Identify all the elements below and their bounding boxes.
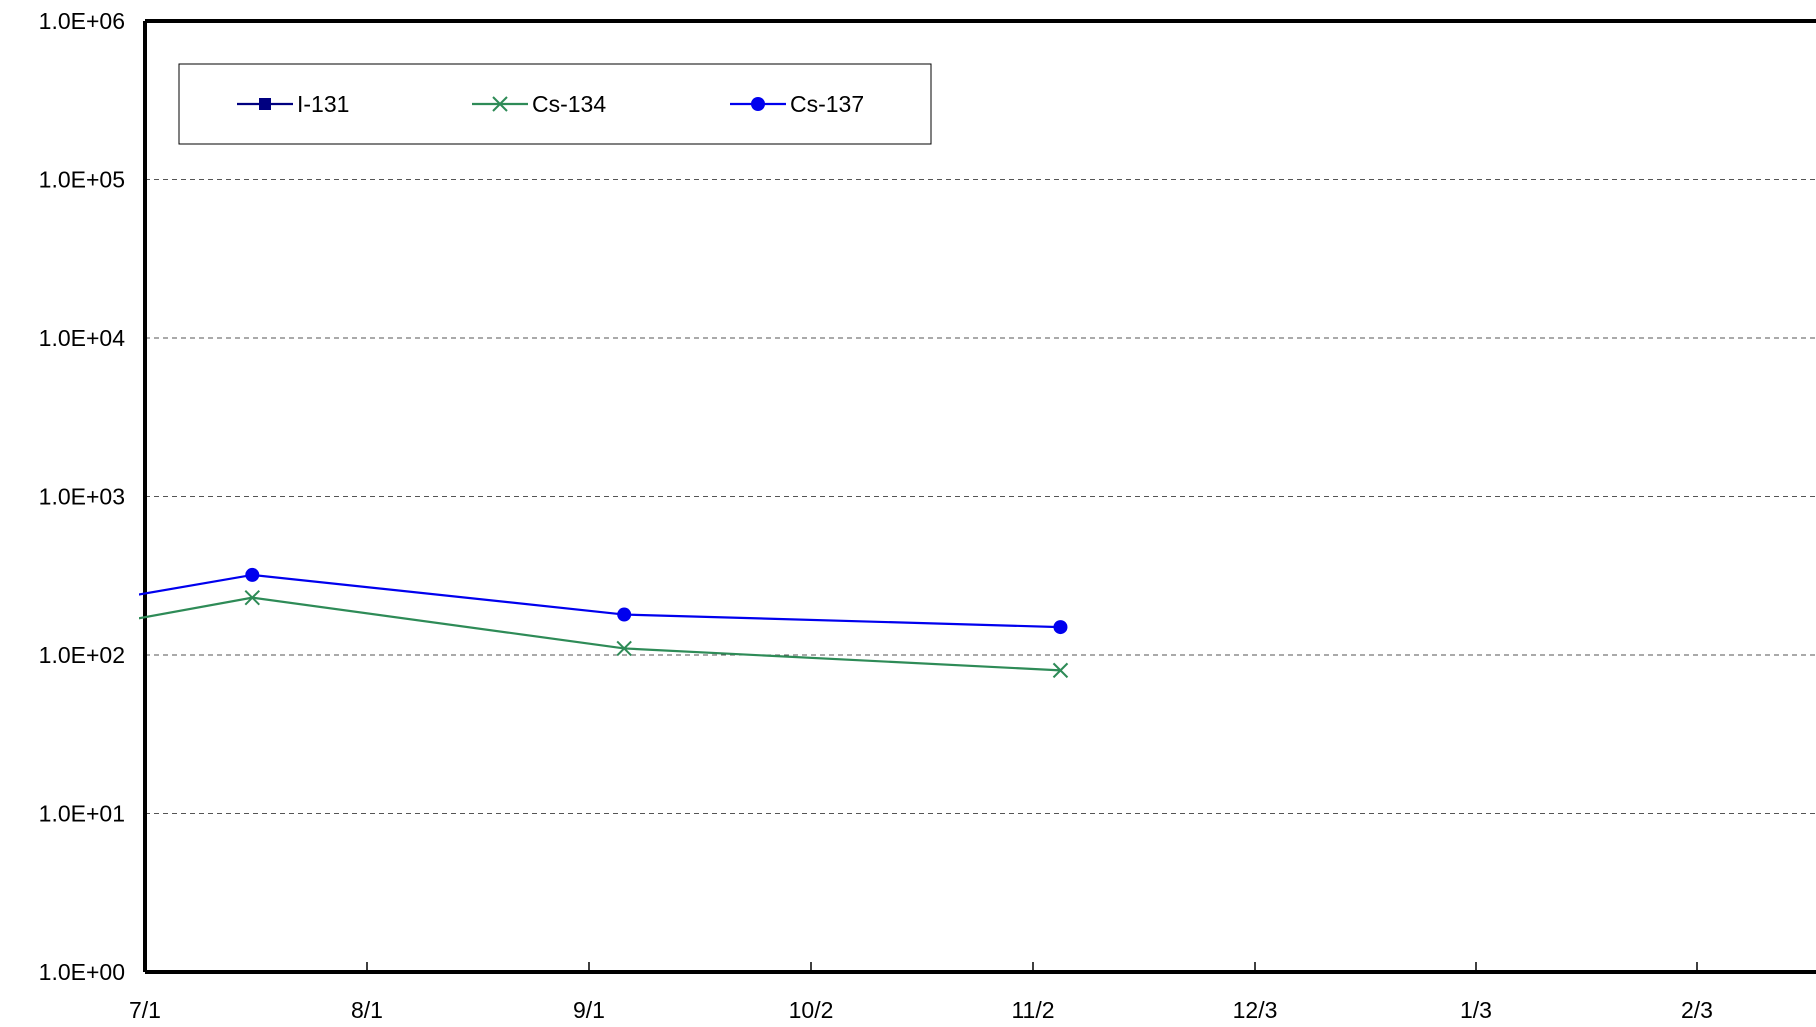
y-axis-ticks: 1.0E+00 1.0E+01 1.0E+02 1.0E+03 1.0E+04 1.0E+… [39,8,126,985]
x-tick-label: 7/1 [129,997,161,1023]
x-tick-label: 2/3 [1681,997,1713,1023]
x-tick-label: 12/3 [1233,997,1278,1023]
y-tick-label: 1.0E+00 [39,959,125,985]
legend-label: I-131 [297,91,349,117]
plot-area [138,568,1068,677]
x-tick-label: 9/1 [573,997,605,1023]
series-line-Cs-134 [138,598,1061,671]
gridlines [145,180,1816,814]
y-tick-label: 1.0E+01 [39,801,125,827]
data-point-circle [751,97,765,111]
y-tick-label: 1.0E+05 [39,167,125,193]
legend: I-131 Cs-134 Cs-137 [179,64,931,144]
data-point-circle [1053,620,1067,634]
data-point-square [259,98,271,110]
data-point-circle [617,608,631,622]
x-tick-label: 8/1 [351,997,383,1023]
x-tick-label: 11/2 [1011,997,1054,1023]
legend-label: Cs-134 [532,91,606,117]
y-tick-label: 1.0E+06 [39,8,125,34]
y-tick-label: 1.0E+03 [39,484,125,510]
y-tick-label: 1.0E+02 [39,642,125,668]
y-tick-label: 1.0E+04 [39,325,126,351]
x-tick-label: 1/3 [1460,997,1492,1023]
x-tick-label: 10/2 [789,997,834,1023]
legend-label: Cs-137 [790,91,864,117]
data-point-circle [245,568,259,582]
axes [145,21,1816,972]
